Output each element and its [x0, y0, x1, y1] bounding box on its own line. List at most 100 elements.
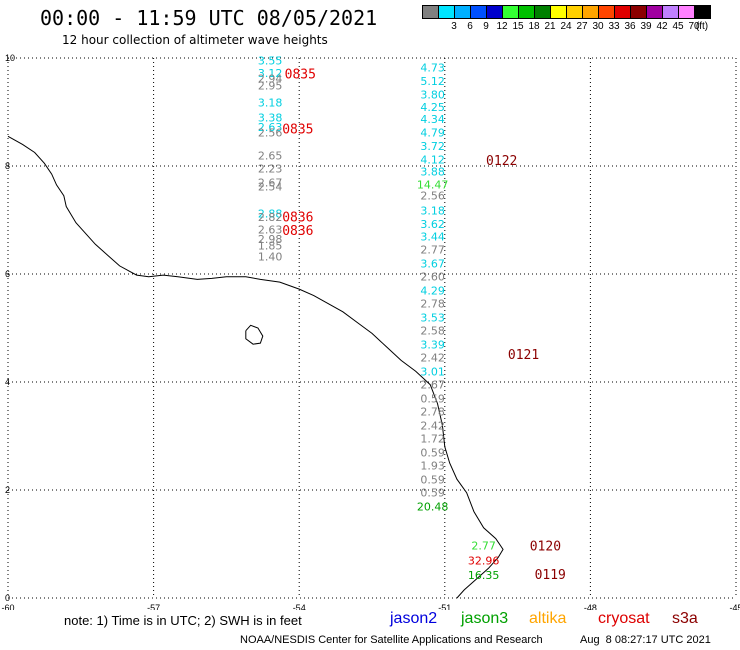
wave-height-value: 3.55: [258, 54, 283, 67]
axis-tick-labels: -60 -57 -54 -51 -48 -45 0 2 4 6 8 10: [1, 53, 740, 610]
wave-height-value: 3.44: [420, 231, 445, 244]
wave-height-value: 16.35: [468, 569, 500, 582]
wave-height-value: 2.98: [258, 233, 283, 246]
note-text: note: 1) Time is in UTC; 2) SWH is in fe…: [64, 613, 302, 628]
map-title: 00:00 - 11:59 UTC 08/05/2021: [40, 6, 378, 30]
wave-height-value: 3.18: [258, 97, 283, 110]
legend-label: 36: [624, 21, 636, 32]
wave-height-value: 1.40: [258, 251, 283, 264]
wave-height-value: 0.59: [420, 474, 445, 487]
wave-height-value: 1.72: [420, 432, 445, 445]
legend-label: 6: [467, 21, 473, 32]
wave-height-value: 2.54: [258, 180, 283, 193]
legend-label: 3: [451, 21, 457, 32]
legend-swatches: [422, 5, 711, 19]
wave-height-value: 2.58: [420, 324, 445, 337]
wave-height-value: 2.77: [471, 539, 496, 552]
lon-tick-label: -51: [438, 603, 451, 610]
wave-height-value: 0.59: [420, 486, 445, 499]
wave-height-value: 3.18: [420, 205, 445, 218]
wave-height-value: 3.53: [420, 312, 445, 325]
wave-height-value: 32.96: [468, 555, 500, 568]
legend-label: 45: [672, 21, 684, 32]
legend-label: 18: [528, 21, 540, 32]
wave-height-value: 4.79: [420, 126, 445, 139]
legend-label: 9: [483, 21, 489, 32]
sat-s3a: s3a: [672, 610, 698, 627]
pass-time-label: 0122: [486, 154, 517, 169]
wave-height-value: 3.72: [420, 140, 445, 153]
wave-height-value: 2.94: [258, 72, 283, 85]
wave-height-value: 2.78: [420, 297, 445, 310]
wave-height-map: -60-57-54-51-48-450246810 3.553.122.942.…: [1, 53, 740, 610]
sat-altika: altika: [529, 610, 567, 627]
pass-time-label: 0836: [282, 211, 313, 226]
coastline: [7, 135, 504, 599]
footer-credit: NOAA/NESDIS Center for Satellite Applica…: [240, 634, 543, 646]
wave-height-value: 2.78: [420, 405, 445, 418]
wave-height-value: 1.93: [420, 459, 445, 472]
wave-height-value: 3.67: [420, 258, 445, 271]
wave-height-value: 2.63: [258, 121, 283, 134]
wave-height-value: 2.65: [258, 150, 283, 163]
pass-time-label: 0835: [285, 68, 316, 83]
wave-height-value: 2.88: [258, 207, 283, 220]
legend-label: 15: [512, 21, 524, 32]
legend-label: 70: [688, 21, 700, 32]
pass-time-label: 0835: [282, 123, 313, 138]
pass-time-label: 0121: [508, 348, 539, 363]
wave-height-value: 2.63: [258, 224, 283, 237]
legend-label: 12: [496, 21, 508, 32]
map-subtitle: 12 hour collection of altimeter wave hei…: [62, 33, 328, 47]
wave-height-values: 3.553.122.942.953.183.382.632.562.652.23…: [258, 54, 500, 582]
wave-height-value: 3.38: [258, 112, 283, 125]
wave-height-value: 3.62: [420, 218, 445, 231]
pass-time-label: 0836: [282, 224, 313, 239]
wave-height-value: 4.29: [420, 285, 445, 298]
wave-height-value: 4.12: [420, 153, 445, 166]
legend-swatch: [694, 5, 711, 19]
wave-height-value: 2.60: [420, 270, 445, 283]
color-legend: 3 6 9 12 15 18 21 24 27 30 33 36 39 42 45 70 (ft): [422, 5, 711, 33]
wave-height-value: 2.42: [420, 420, 445, 433]
note-row: note: 1) Time is in UTC; 2) SWH is in fe…: [0, 610, 740, 632]
sat-cryosat: cryosat: [598, 610, 650, 627]
wave-height-value: 0.59: [420, 393, 445, 406]
wave-height-value: 3.01: [420, 366, 445, 379]
legend-label: 21: [544, 21, 556, 32]
lon-tick-label: -60: [1, 603, 14, 610]
wave-height-value: 2.95: [258, 79, 283, 92]
wave-height-value: 2.77: [420, 243, 445, 256]
lon-tick-label: -48: [584, 603, 597, 610]
lat-tick-label: 8: [5, 161, 10, 171]
wave-height-value: 2.56: [258, 126, 283, 139]
wave-height-value: 2.67: [420, 378, 445, 391]
legend-label: 30: [592, 21, 604, 32]
legend-label: 24: [560, 21, 572, 32]
sat-jason3: jason3: [461, 610, 509, 627]
wave-height-value: 2.82: [258, 211, 283, 224]
wave-height-value: 14.47: [417, 179, 449, 192]
wave-height-value: 20.48: [417, 501, 449, 514]
wave-height-value: 4.25: [420, 101, 445, 114]
coastline-path: [7, 135, 504, 599]
wave-height-value: 3.80: [420, 89, 445, 102]
pass-time-label: 0119: [535, 568, 566, 583]
wave-height-value: 2.56: [420, 189, 445, 202]
wave-height-value: 0.59: [420, 447, 445, 460]
pass-time-label: 0120: [530, 539, 561, 554]
lat-tick-label: 6: [5, 269, 10, 279]
legend-label: 27: [576, 21, 588, 32]
lat-tick-label: 2: [5, 485, 10, 495]
lon-tick-label: -54: [293, 603, 306, 610]
wave-height-value: 1.85: [258, 240, 283, 253]
lon-tick-label: -45: [729, 603, 740, 610]
wave-height-value: 2.23: [258, 162, 283, 175]
footer: NOAA/NESDIS Center for Satellite Applica…: [240, 634, 711, 646]
wave-height-value: 4.34: [420, 113, 445, 126]
wave-height-value: 3.39: [420, 339, 445, 352]
legend-label: 39: [640, 21, 652, 32]
footer-timestamp: Aug 8 08:27:17 UTC 2021: [580, 634, 711, 646]
legend-label: 42: [656, 21, 668, 32]
